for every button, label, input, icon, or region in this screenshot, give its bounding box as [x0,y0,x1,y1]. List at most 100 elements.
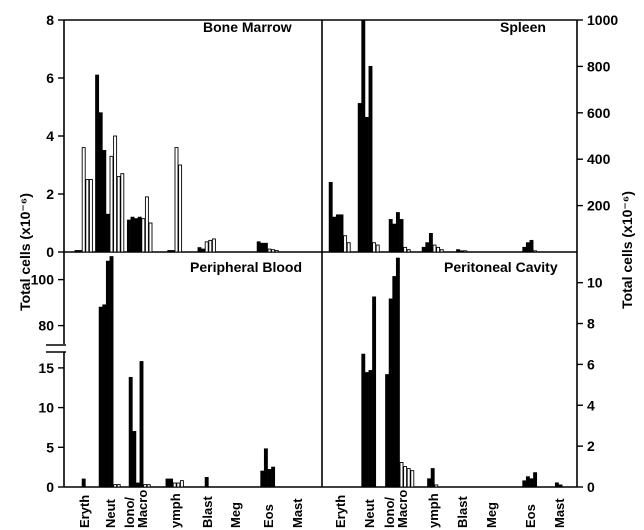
peripheral-blood-bar-monomacro-4 [143,484,148,488]
peritoneal-bar-monomacro-3 [395,257,400,488]
category-label-left-2-0: lono/ [122,497,137,528]
bone-marrow-bar-eos-0 [256,241,261,253]
labels: Bone Marrow Spleen Peripheral Blood Peri… [17,19,635,528]
bone-marrow-bar-neut-0 [95,74,100,253]
peripheral-blood-bar-monomacro-0 [128,376,133,488]
spleen-bar-eos-0 [522,246,527,253]
peripheral-blood-bar-lymph-4 [179,480,184,488]
y-axis-label-left: Total cells (x10⁻⁶) [17,193,33,311]
bone-marrow-bar-monomacro-0 [126,219,131,253]
category-label-left-4: Blast [200,496,215,528]
peritoneal-bar-eos-1 [525,476,530,488]
peripheral-blood-bar-monomacro-2 [135,482,140,488]
peritoneal-bar-lymph-0 [427,478,432,488]
spleen-bar-lymph-0 [421,246,426,253]
peritoneal-bar-monomacro-2 [392,276,397,488]
spleen-bar-blast-2 [463,250,468,253]
peripheral-blood-bar-monomacro-1 [132,430,137,488]
peritoneal-bar-monomacro-5 [403,466,408,488]
peritoneal-bar-neut-3 [372,296,377,488]
panel-title-spleen: Spleen [500,19,546,35]
bone-marrow-bar-eryth-3 [85,179,90,253]
bone-marrow-bar-monomacro-4 [141,218,146,253]
pb-tick-5-label: 5 [46,439,54,455]
pc-tick-6-label: 6 [587,356,595,372]
category-label-right-2-0: lono/ [382,497,397,528]
category-label-left-3: ymph [168,493,183,528]
spleen-bar-lymph-1 [425,242,430,253]
bone-marrow-bar-lymph-1 [170,250,175,253]
category-label-left-1: Neut [103,498,118,528]
pc-tick-10-label: 10 [587,275,603,291]
sp-tick-1000-label: 1000 [587,12,618,28]
peritoneal-bar-mast-1 [558,484,563,488]
bone-marrow-bar-lymph-3 [178,164,183,253]
bm-tick-8-label: 8 [46,12,54,28]
spleen-bar-monomacro-3 [399,219,404,253]
pc-tick-4-label: 4 [587,397,595,413]
bone-marrow-bar-monomacro-5 [144,196,149,253]
peritoneal-bar-lymph-2 [434,484,439,488]
category-label-right-0: Eryth [333,495,348,528]
category-label-left-5: Meg [228,502,243,528]
peripheral-blood-bar-neut-5 [116,484,121,488]
peripheral-blood-bar-lymph-1 [169,478,174,488]
peripheral-blood-bar-neut-0 [98,306,103,488]
spleen-bar-eryth-1 [332,216,337,253]
panel-title-peritoneal-cavity: Peritoneal Cavity [444,259,558,275]
bone-marrow-bar-neut-5 [113,135,118,253]
bone-marrow-bar-monomacro-1 [130,216,135,253]
y-axis-label-right: Total cells (x10⁻⁶) [619,191,635,309]
peritoneal-bar-monomacro-0 [385,374,390,488]
spleen-bar-lymph-4 [436,246,441,253]
peripheral-blood-bar-eos-0 [260,470,265,488]
bone-marrow-bar-eos-4 [271,249,276,253]
bm-tick-6-label: 6 [46,70,54,86]
peripheral-blood-bar-lymph-0 [165,478,170,488]
peritoneal-bar-eos-0 [522,480,527,488]
spleen-bar-monomacro-1 [392,223,397,253]
peripheral-blood-bar-neut-1 [102,304,107,488]
bone-marrow-bar-eos-5 [274,250,279,253]
spleen-bar-eos-3 [533,250,538,253]
bone-marrow-bar-neut-4 [109,155,114,253]
bone-marrow-bar-blast-3 [208,239,213,253]
bone-marrow-bar-eos-1 [260,242,265,253]
bone-marrow-bar-blast-1 [201,248,206,253]
spleen-bar-eryth-4 [343,235,348,253]
peripheral-blood-bar-eos-2 [267,469,272,488]
category-label-right-5: Meg [484,502,499,528]
sp-tick-600-label: 600 [587,105,611,121]
bm-tick-4-label: 4 [46,128,54,144]
peripheral-blood-bar-lymph-2 [172,482,177,488]
bone-marrow-bar-monomacro-6 [148,222,153,253]
bm-tick-0-label: 0 [46,244,54,260]
peritoneal-bar-monomacro-4 [399,462,404,488]
category-label-right-6: Eos [523,504,538,528]
pc-tick-2-label: 2 [587,438,595,454]
bone-marrow-bar-eryth-0 [74,250,79,253]
peripheral-blood-bar-eryth-0 [81,478,86,488]
bone-marrow-bar-neut-1 [98,112,103,253]
peripheral-blood-bar-neut-4 [113,484,118,488]
spleen-bar-neut-5 [375,244,380,253]
panel-title-peripheral-blood: Peripheral Blood [190,259,302,275]
pb-tick-15-label: 15 [38,360,54,376]
spleen-bar-monomacro-4 [403,246,408,253]
bone-marrow-bar-blast-4 [211,238,216,253]
category-label-left-6: Eos [261,504,276,528]
peripheral-blood-bar-monomacro-3 [139,361,144,488]
bone-marrow-bar-neut-2 [102,150,107,253]
spleen-bar-neut-1 [361,19,366,253]
category-label-left-7: Mast [290,498,305,528]
spleen-bar-eryth-3 [339,214,344,253]
peritoneal-bar-mast-0 [554,482,559,488]
category-label-right-1: Neut [362,498,377,528]
bone-marrow-bar-eos-3 [267,248,272,253]
peritoneal-bar-neut-1 [364,372,369,488]
pb-tick-10-label: 10 [38,400,54,416]
category-label-right-7: Mast [552,498,567,528]
spleen-bar-blast-1 [459,250,464,253]
